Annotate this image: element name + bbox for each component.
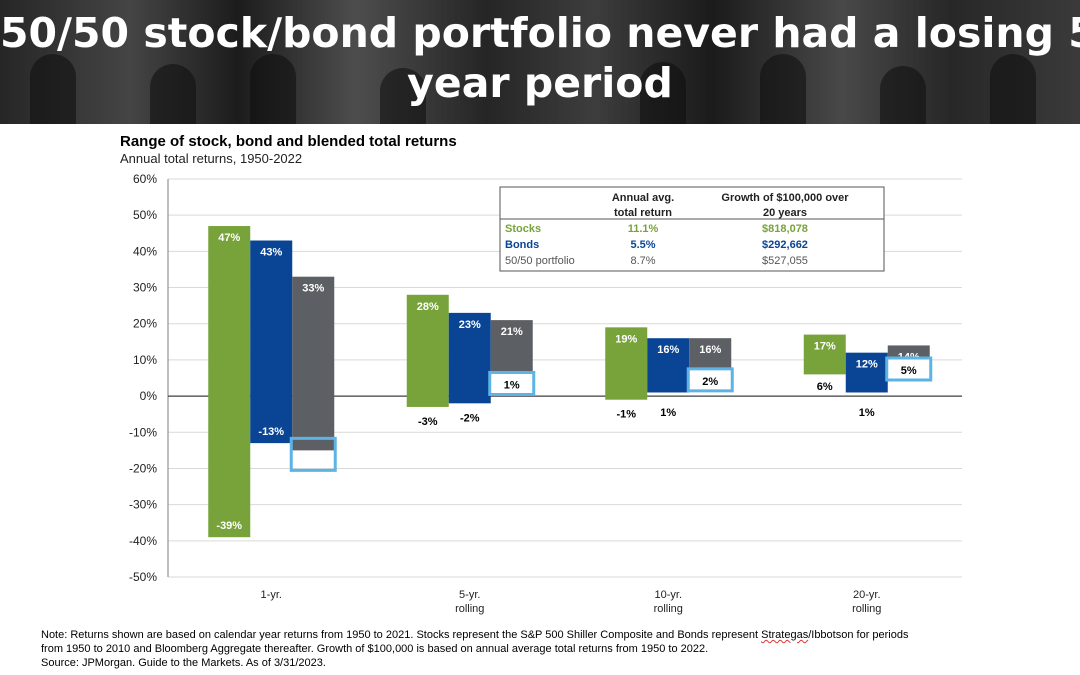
chart-subtitle: Annual total returns, 1950-2022	[120, 151, 302, 166]
range-bar	[292, 276, 335, 451]
range-bar	[845, 352, 888, 393]
range-bar	[803, 334, 846, 375]
banner-photo-figure	[30, 54, 76, 124]
category-label: 1-yr.	[261, 589, 282, 601]
table-header: 20 years	[763, 207, 807, 219]
max-value-label: 16%	[699, 344, 721, 356]
category-label: rolling	[852, 603, 881, 615]
max-value-label: 47%	[218, 232, 240, 244]
bar-labels: 47% -39% 43% -13% 33% -15% 28% -3% 23% -2% 21% 1% 19…	[216, 232, 933, 532]
min-value-label: 6%	[817, 381, 833, 393]
y-tick-label: 60%	[133, 172, 157, 186]
page-title: 50/50 stock/bond portfolio never had a l…	[0, 8, 1080, 108]
banner-photo-figure	[250, 54, 296, 124]
min-value-label: 5%	[901, 365, 917, 377]
y-tick-label: 0%	[140, 389, 158, 403]
y-tick-label: 30%	[133, 281, 157, 295]
table-header: Growth of $100,000 over	[721, 192, 849, 204]
chart-title: Range of stock, bond and blended total r…	[120, 133, 457, 150]
min-value-label: -3%	[418, 416, 438, 428]
y-tick-label: -40%	[129, 534, 157, 548]
min-value-label: 1%	[859, 407, 875, 419]
table-cell: $527,055	[762, 255, 808, 267]
banner-shade	[0, 0, 1080, 124]
category-label: 10-yr.	[654, 589, 682, 601]
y-tick-label: 10%	[133, 353, 157, 367]
table-row-label: Stocks	[505, 223, 541, 235]
max-value-label: 12%	[856, 359, 878, 371]
min-value-label: -2%	[460, 412, 480, 424]
table-cell: 5.5%	[630, 239, 655, 251]
table-cell: $292,662	[762, 239, 808, 251]
returns-range-chart: Range of stock, bond and blended total r…	[120, 133, 962, 615]
footnote-line-2: from 1950 to 2010 and Bloomberg Aggregat…	[41, 643, 709, 655]
page-title-line-1: 50/50 stock/bond portfolio never had a l…	[0, 9, 1080, 57]
range-bar	[605, 327, 648, 400]
x-axis-labels: 1-yr. 5-yr. rolling 10-yr. rolling 20-yr. roll…	[261, 589, 882, 615]
table-row-label: 50/50 portfolio	[505, 255, 575, 267]
range-bar	[647, 338, 690, 393]
footnote-line-1: Note: Returns shown are based on calenda…	[41, 628, 1061, 642]
max-value-label: 23%	[459, 319, 481, 331]
banner-photo-figure	[990, 54, 1036, 124]
range-bar	[208, 226, 251, 538]
table-cell: $818,078	[762, 223, 808, 235]
y-tick-label: -20%	[129, 461, 157, 475]
y-tick-label: 20%	[133, 317, 157, 331]
table-header: total return	[614, 207, 672, 219]
table-frame	[499, 186, 885, 272]
min-value-label: -13%	[258, 426, 284, 438]
min-value-label: -15%	[300, 449, 326, 461]
highlight-box	[885, 356, 933, 382]
footnote-source: Source: JPMorgan. Guide to the Markets. …	[41, 657, 326, 669]
category-label: 20-yr.	[853, 589, 881, 601]
y-tick-label: 40%	[133, 244, 157, 258]
max-value-label: 19%	[615, 333, 637, 345]
spellcheck-flagged-word: Strategas	[761, 629, 809, 641]
table-row-label: Bonds	[505, 239, 539, 251]
highlight-box	[686, 367, 734, 393]
y-tick-label: -50%	[129, 570, 157, 584]
highlight-box	[488, 370, 536, 396]
y-tick-label: 50%	[133, 208, 157, 222]
header-banner: 50/50 stock/bond portfolio never had a l…	[0, 0, 1080, 124]
banner-photo-figure	[640, 62, 686, 124]
max-value-label: 17%	[814, 341, 836, 353]
highlight-box	[289, 436, 337, 472]
banner-photo-figure	[760, 54, 806, 124]
table-header: Annual avg.	[612, 192, 674, 204]
category-label: rolling	[654, 603, 683, 615]
max-value-label: 43%	[260, 247, 282, 259]
min-value-label: 1%	[660, 407, 676, 419]
max-value-label: 33%	[302, 283, 324, 295]
category-label: 5-yr.	[459, 589, 480, 601]
footnote-text: /Ibbotson for periods	[808, 629, 909, 641]
page-title-line-2: year period	[407, 59, 673, 107]
banner-photo-figure	[380, 68, 426, 124]
summary-table: Annual avg. total return Growth of $100,00…	[499, 186, 885, 272]
min-value-label: 2%	[702, 376, 718, 388]
banner-photo-figure	[880, 66, 926, 124]
table-cell: 8.7%	[630, 255, 655, 267]
range-bar	[406, 294, 449, 407]
min-value-label: -1%	[616, 409, 636, 421]
max-value-label: 28%	[417, 301, 439, 313]
min-value-label: -39%	[216, 520, 242, 532]
max-value-label: 16%	[657, 344, 679, 356]
table-cell: 11.1%	[628, 223, 659, 235]
range-bar	[448, 312, 491, 404]
footnote: Note: Returns shown are based on calenda…	[41, 628, 1061, 670]
range-bar	[250, 240, 293, 444]
banner-photo-figure	[150, 64, 196, 124]
y-tick-label: -10%	[129, 425, 157, 439]
max-value-label: 21%	[501, 326, 523, 338]
footnote-text: Note: Returns shown are based on calenda…	[41, 629, 762, 641]
min-value-label: 1%	[504, 379, 520, 391]
category-label: rolling	[455, 603, 484, 615]
y-tick-label: -30%	[129, 498, 157, 512]
